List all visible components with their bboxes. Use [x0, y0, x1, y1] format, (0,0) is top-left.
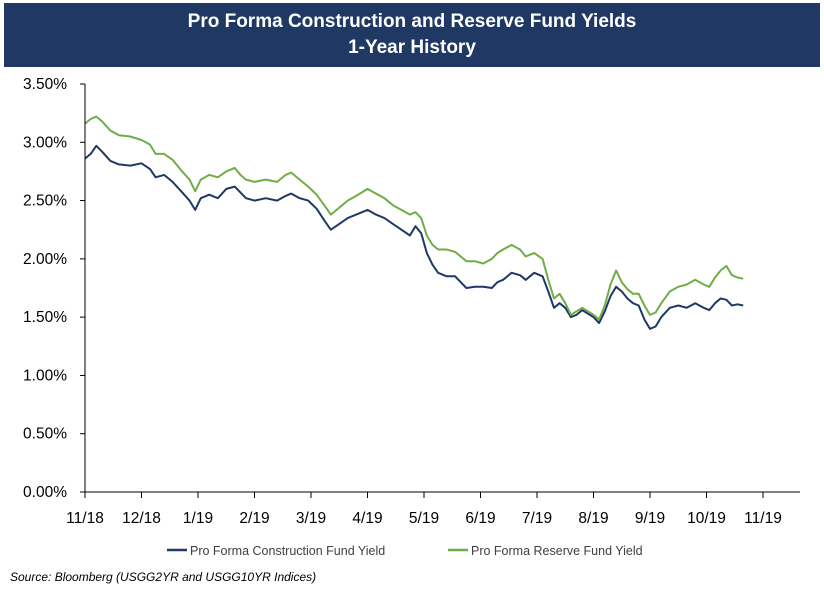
series-line-reserve-fund-yield	[84, 115, 744, 321]
x-tick-label: 5/19	[409, 510, 439, 527]
x-axis-ticks: 11/18 12/18 1/19 2/19 3/19 4/19 5/19 6/19 7/19 8/…	[66, 492, 782, 527]
source-note: Source: Bloomberg (USGG2YR and USGG10YR …	[10, 570, 317, 584]
y-tick-label: 3.00%	[23, 134, 67, 151]
series-lines	[84, 115, 744, 330]
y-tick-label: 0.50%	[23, 426, 67, 443]
y-tick-label: 2.00%	[23, 251, 67, 268]
legend-label-reserve: Pro Forma Reserve Fund Yield	[471, 544, 643, 558]
x-tick-label: 6/19	[465, 510, 495, 527]
y-tick-label: 0.00%	[23, 484, 67, 501]
series-line-construction-fund-yield	[84, 144, 744, 330]
x-tick-label: 8/19	[578, 510, 608, 527]
y-tick-label: 3.50%	[23, 76, 67, 93]
x-tick-label: 11/19	[744, 510, 782, 527]
x-tick-label: 9/19	[635, 510, 665, 527]
chart-title: Pro Forma Construction and Reserve Fund …	[187, 11, 637, 32]
x-tick-label: 10/19	[687, 510, 726, 527]
legend-label-construction: Pro Forma Construction Fund Yield	[190, 544, 385, 558]
x-tick-label: 3/19	[296, 510, 326, 527]
x-tick-label: 7/19	[522, 510, 552, 527]
x-tick-label: 2/19	[239, 510, 269, 527]
chart-legend: Pro Forma Construction Fund Yield Pro Fo…	[167, 544, 643, 558]
chart-subtitle: 1-Year History	[348, 37, 476, 58]
chart-title-banner: Pro Forma Construction and Reserve Fund …	[4, 3, 820, 67]
y-tick-label: 1.00%	[23, 367, 67, 384]
x-tick-label: 4/19	[352, 510, 382, 527]
x-tick-label: 11/18	[66, 510, 104, 527]
y-tick-label: 1.50%	[23, 309, 67, 326]
x-tick-label: 12/18	[122, 510, 161, 527]
x-tick-label: 1/19	[183, 510, 213, 527]
y-axis-ticks: 0.00% 0.50% 1.00% 1.50% 2.00% 2.50% 3.00% 3.50%	[23, 76, 85, 501]
y-tick-label: 2.50%	[23, 193, 67, 210]
